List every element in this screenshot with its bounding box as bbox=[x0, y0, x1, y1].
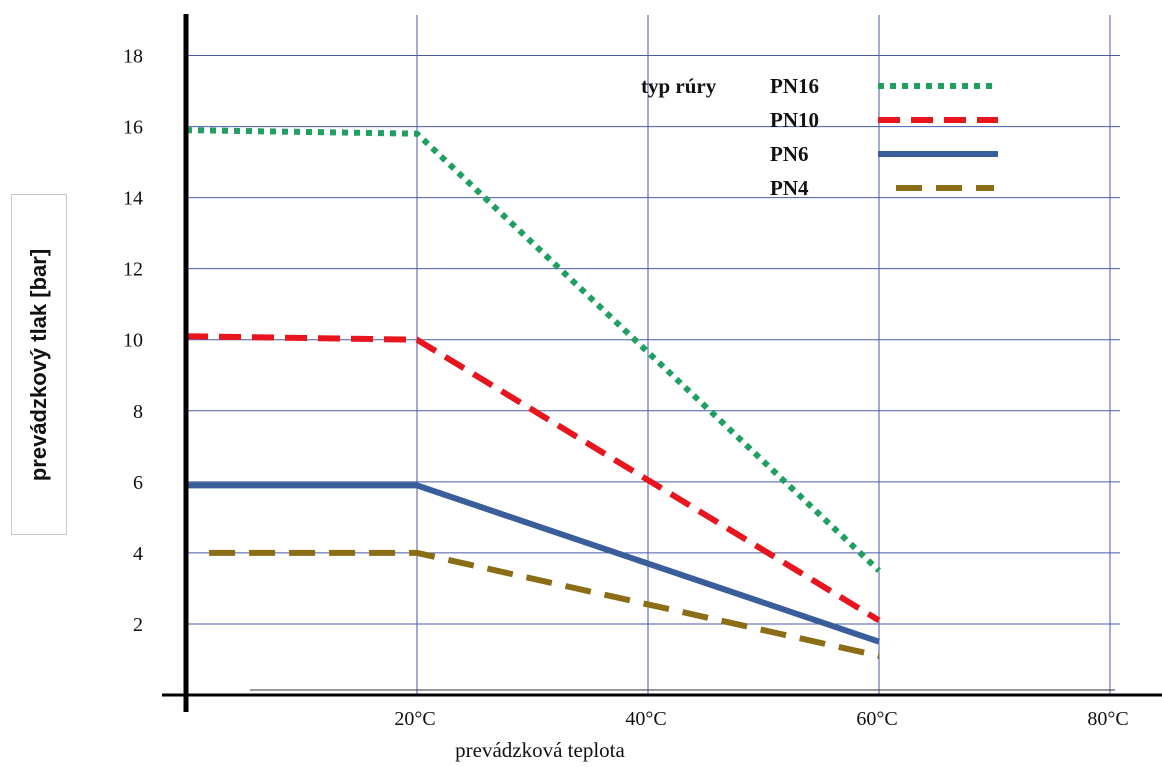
series-lines bbox=[185, 127, 882, 659]
axes bbox=[162, 14, 1162, 712]
y-tick-label-4: 4 bbox=[133, 543, 143, 565]
x-tick-label-60: 60°C bbox=[856, 708, 897, 730]
y-tick-label-16: 16 bbox=[123, 117, 143, 139]
series-line-pn16 bbox=[185, 127, 882, 573]
y-axis-label: prevádzkový tlak [bar] bbox=[26, 248, 51, 481]
x-axis-label: prevádzková teplota bbox=[455, 738, 625, 762]
y-tick-label-18: 18 bbox=[123, 46, 143, 68]
y-tick-label-2: 2 bbox=[133, 614, 143, 636]
series-line-pn4 bbox=[209, 549, 880, 659]
legend-label-pn6: PN6 bbox=[770, 142, 809, 166]
y-tick-label-6: 6 bbox=[133, 472, 143, 494]
legend-label-pn4: PN4 bbox=[770, 176, 809, 200]
legend-title: typ rúry bbox=[641, 74, 717, 98]
legend-label-pn10: PN10 bbox=[770, 108, 819, 132]
x-tick-label-40: 40°C bbox=[625, 708, 666, 730]
y-tick-label-8: 8 bbox=[133, 401, 143, 423]
legend-label-pn16: PN16 bbox=[770, 74, 819, 98]
tick-labels: 2 4 6 8 10 12 14 16 18 20°C 40°C 60°C 80°C bbox=[123, 46, 1129, 730]
y-tick-label-12: 12 bbox=[123, 259, 143, 281]
x-tick-label-20: 20°C bbox=[394, 708, 435, 730]
y-tick-label-14: 14 bbox=[123, 188, 143, 210]
series-line-pn6 bbox=[186, 482, 880, 645]
y-tick-label-10: 10 bbox=[123, 330, 143, 352]
legend: typ rúry PN16 PN10 PN6 PN4 bbox=[641, 74, 998, 200]
series-line-pn10 bbox=[185, 333, 881, 623]
grid bbox=[186, 15, 1120, 695]
y-axis-label-box: prevádzkový tlak [bar] bbox=[11, 194, 67, 535]
x-tick-label-80: 80°C bbox=[1087, 708, 1128, 730]
